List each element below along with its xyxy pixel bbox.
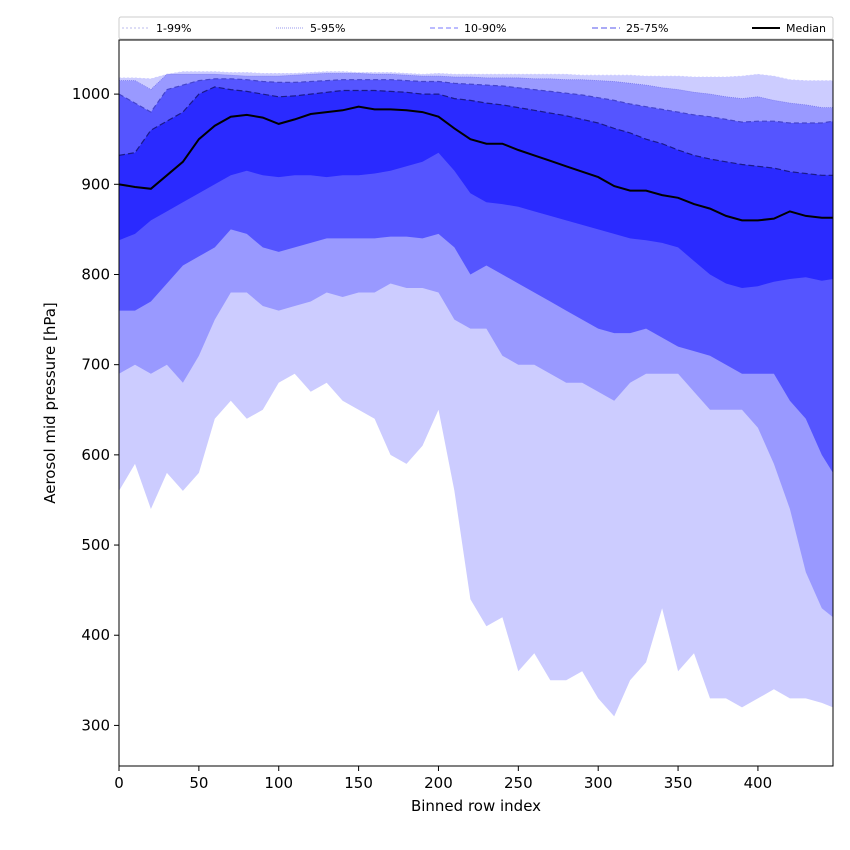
band-edge-5-95pct [119,73,833,108]
plot-frame [118,39,834,767]
x-tick-label: 100 [264,774,293,792]
legend-label: 10-90% [464,22,506,35]
median-line [119,105,833,222]
x-tick-label: 50 [189,774,208,792]
x-tick-label: 200 [424,774,453,792]
y-tick-label: 800 [81,265,110,283]
y-tick-label: 300 [81,716,110,734]
y-tick-label: 900 [81,175,110,193]
x-axis-label: Binned row index [411,797,541,815]
plot-area [119,71,833,717]
legend-label: 1-99% [156,22,191,35]
legend-label: 5-95% [310,22,345,35]
y-axis: 300 400 500 600 700 800 900 1000 [72,85,119,734]
x-tick-label: 250 [504,774,533,792]
x-tick-label: 350 [664,774,693,792]
legend-label: Median [786,22,826,35]
legend-label: 25-75% [626,22,668,35]
x-axis: 0 50 100 150 200 250 300 350 400 [114,766,772,792]
x-tick-label: 150 [344,774,373,792]
x-tick-label: 0 [114,774,124,792]
y-tick-label: 700 [81,356,110,374]
y-tick-label: 500 [81,536,110,554]
y-axis-label: Aerosol mid pressure [hPa] [41,302,59,504]
band-edge-10-90pct [119,78,833,124]
band-25-75pct [119,86,833,289]
legend-frame [118,16,834,40]
y-tick-label: 1000 [72,85,110,103]
y-tick-label: 400 [81,626,110,644]
x-tick-label: 400 [744,774,773,792]
band-edge-25-75pct [119,86,833,176]
band-edge-1-99pct [119,71,833,81]
y-tick-label: 600 [81,446,110,464]
legend: 1-99% 5-95% 10-90% 25-75% Median [118,16,834,40]
x-tick-label: 300 [584,774,613,792]
